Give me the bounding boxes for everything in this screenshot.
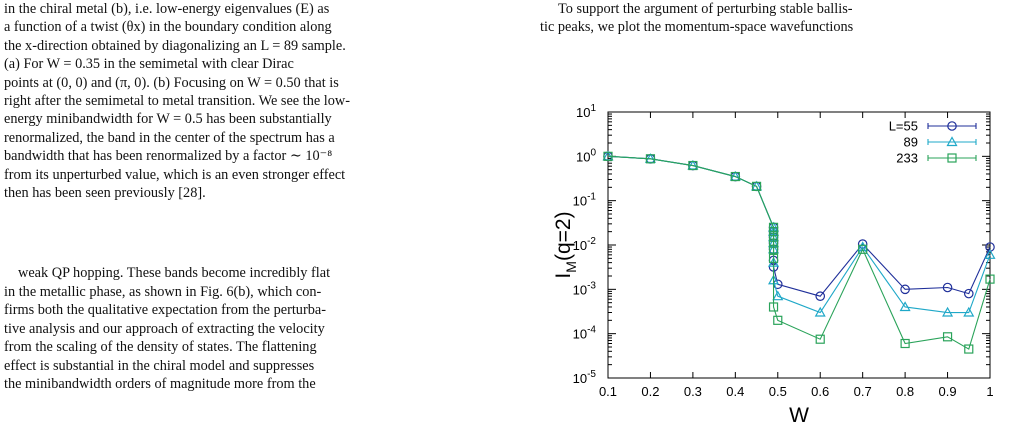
x-tick-label: 0.8	[896, 384, 914, 399]
data-point	[768, 244, 779, 254]
data-point	[688, 160, 698, 171]
data-point	[964, 344, 974, 354]
caption-line: then has been seen previously [28].	[4, 185, 206, 202]
data-point	[768, 238, 779, 248]
body-line: tive analysis and our approach of extrac…	[4, 320, 325, 337]
y-tick-label: 10-4	[573, 325, 597, 342]
data-point	[942, 332, 953, 342]
body-line: the minibandwidth orders of magnitude mo…	[4, 375, 316, 392]
legend-marker	[946, 136, 958, 147]
caption-line: right after the semimetal to metal trans…	[4, 93, 350, 110]
legend-label: 233	[896, 151, 918, 166]
series-line	[607, 155, 991, 314]
caption-line: points at (0, 0) and (π, 0). (b) Focusin…	[4, 74, 339, 91]
data-point	[772, 290, 784, 301]
data-point	[773, 315, 783, 325]
y-tick-label: 10-3	[573, 280, 597, 297]
caption-line: energy minibandwidth for W = 0.5 has bee…	[4, 111, 332, 128]
data-point	[900, 338, 910, 349]
x-tick-label: 0.6	[811, 384, 829, 399]
x-tick-label: 0.9	[939, 384, 957, 399]
data-point	[815, 291, 826, 302]
body-paragraph: weak QP hopping. These bands become incr…	[4, 264, 488, 393]
series-line	[607, 155, 991, 297]
data-point	[751, 181, 762, 191]
x-axis-label: W	[789, 404, 809, 427]
y-tick-label: 10-2	[573, 236, 597, 253]
x-tick-label: 1	[986, 384, 993, 399]
plot-frame	[607, 111, 991, 379]
data-point	[858, 244, 868, 254]
data-point	[984, 249, 996, 259]
y-tick-label: 101	[576, 103, 596, 120]
caption-line: renormalized, the band in the center of …	[4, 129, 335, 146]
y-tick-label: 100	[576, 147, 596, 164]
data-point	[942, 282, 953, 293]
caption-line: a function of a twist (θx) in the bounda…	[4, 19, 332, 36]
x-tick-label: 0.3	[684, 384, 702, 399]
x-tick-label: 0.1	[599, 384, 617, 399]
y-tick-label: 10-5	[573, 369, 597, 386]
series-line	[607, 155, 991, 350]
figure-caption: in the chiral metal (b), i.e. low-energy…	[4, 0, 488, 202]
data-point	[985, 274, 995, 284]
data-point	[942, 306, 954, 317]
legend-label: 89	[904, 135, 918, 150]
data-point	[730, 171, 740, 182]
body-line: in the metallic phase, as shown in Fig. …	[4, 283, 322, 300]
body-line: effect is substantial in the chiral mode…	[4, 357, 315, 374]
data-point	[768, 227, 779, 237]
data-point	[645, 154, 656, 164]
legend-marker	[947, 153, 957, 163]
data-point	[768, 232, 779, 242]
x-tick-label: 0.2	[641, 384, 659, 399]
body-line: To support the argument of perturbing st…	[558, 1, 853, 17]
legend-marker	[947, 121, 957, 131]
body-line: from the scaling of the density of state…	[4, 339, 317, 356]
body-line: tic peaks, we plot the momentum-space wa…	[540, 19, 854, 36]
body-line: firms both the qualitative expectation f…	[4, 302, 326, 319]
data-point	[963, 306, 975, 317]
data-point	[899, 301, 911, 312]
data-point	[900, 284, 910, 295]
left-column: in the chiral metal (b), i.e. low-energy…	[4, 0, 488, 393]
legend-label: L=55	[889, 119, 918, 134]
data-point	[815, 334, 825, 344]
data-point	[963, 288, 974, 299]
data-point	[768, 253, 779, 263]
y-axis-label: IM(q=2)	[552, 211, 579, 278]
x-tick-label: 0.7	[854, 384, 872, 399]
im-vs-w-plot: 0.1 0.2 0.3 0.4 0.5 0.6 0.7 0.8 0.9 1 101 100 10-1 10…	[552, 103, 996, 427]
caption-line: bandwidth that has been renormalized by …	[4, 148, 333, 165]
data-point	[603, 151, 613, 161]
right-column-text: To support the argument of perturbing st…	[540, 0, 1024, 37]
body-line: weak QP hopping. These bands become incr…	[18, 265, 331, 282]
y-tick-label: 10-1	[573, 192, 597, 209]
caption-line: the x-direction obtained by diagonalizin…	[4, 37, 346, 54]
x-tick-label: 0.5	[769, 384, 787, 399]
caption-line: from its unperturbed value, which is an …	[4, 166, 346, 183]
data-point	[814, 306, 826, 317]
caption-line: in the chiral metal (b), i.e. low-energy…	[4, 1, 330, 17]
caption-line: (a) For W = 0.35 in the semimetal with c…	[4, 56, 294, 73]
x-tick-label: 0.4	[726, 384, 744, 399]
data-point	[768, 302, 779, 312]
